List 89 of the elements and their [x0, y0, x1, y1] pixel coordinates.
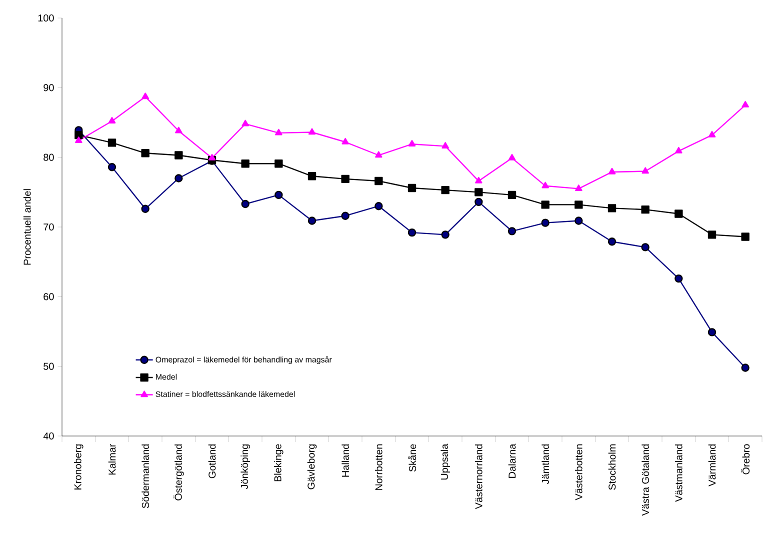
- point: [441, 186, 450, 194]
- x-tick-label: Skåne: [408, 444, 416, 472]
- point: [175, 126, 182, 134]
- y-tick-label: 70: [44, 223, 54, 231]
- x-tick-label: Jönköping: [240, 444, 250, 490]
- x-tick-label: Gävleborg: [307, 444, 317, 490]
- point: [741, 364, 750, 372]
- point: [174, 174, 183, 182]
- y-tick-label: 100: [38, 14, 54, 22]
- point: [708, 230, 716, 239]
- point: [174, 151, 183, 160]
- x-tick-label: Kalmar: [108, 444, 116, 475]
- point: [341, 174, 350, 184]
- point: [308, 216, 316, 225]
- x-tick-label: Västmanland: [675, 444, 682, 502]
- x-tick-label: Jämtland: [542, 444, 549, 484]
- x-tick-label: Östergötland: [173, 444, 184, 500]
- point: [275, 128, 282, 136]
- point: [542, 182, 549, 188]
- point: [408, 140, 416, 146]
- point: [574, 200, 583, 209]
- point: [475, 176, 482, 184]
- point: [608, 238, 616, 246]
- point: [441, 230, 450, 239]
- point: [641, 243, 650, 252]
- point: [374, 202, 383, 210]
- x-tick-label: Södermanland: [142, 444, 149, 508]
- point: [141, 149, 150, 158]
- y-tick-label: 90: [44, 84, 54, 92]
- point: [341, 212, 350, 220]
- point: [608, 204, 616, 212]
- point: [708, 130, 716, 138]
- point: [541, 218, 550, 227]
- point: [374, 176, 383, 186]
- point: [241, 160, 250, 168]
- point: [108, 162, 116, 172]
- point: [75, 136, 82, 143]
- x-tick-label: Stockholm: [608, 444, 616, 490]
- y-tick-label: 60: [44, 293, 54, 300]
- point: [208, 154, 216, 160]
- point: [274, 190, 283, 200]
- point: [342, 138, 349, 144]
- x-tick-label: Gotland: [208, 444, 216, 478]
- point: [508, 190, 516, 200]
- x-tick-label: Dalarna: [508, 444, 516, 478]
- point: [408, 228, 416, 237]
- point: [242, 120, 249, 126]
- y-tick-label: 50: [44, 362, 54, 370]
- point: [142, 92, 149, 100]
- point: [574, 216, 583, 225]
- x-tick-label: Västerbotten: [575, 444, 582, 500]
- point: [675, 146, 682, 154]
- point: [442, 142, 449, 149]
- x-tick-label: Västra Götaland: [642, 444, 649, 516]
- x-tick-label: Blekinge: [274, 444, 284, 482]
- point: [541, 200, 550, 209]
- y-tick-label: 40: [43, 432, 54, 440]
- x-tick-label: Västernorrland: [475, 444, 482, 510]
- y-tick-label: 80: [44, 154, 54, 161]
- point: [575, 184, 582, 192]
- point: [74, 130, 83, 140]
- x-tick-label: Norrbotten: [375, 444, 382, 490]
- point: [674, 210, 683, 218]
- point: [108, 138, 116, 147]
- point: [375, 151, 382, 158]
- point: [608, 168, 616, 174]
- x-tick-label: Halland: [342, 444, 349, 477]
- point: [642, 167, 649, 174]
- point: [674, 274, 683, 283]
- point: [408, 184, 416, 192]
- x-tick-label: Kronoberg: [74, 444, 84, 490]
- point: [141, 204, 150, 213]
- x-tick-label: Värmland: [708, 444, 716, 486]
- point: [741, 232, 750, 241]
- point: [508, 227, 516, 236]
- point: [308, 172, 316, 180]
- point: [308, 128, 316, 135]
- point: [641, 205, 650, 214]
- y-axis-title: Procentuell andel: [23, 189, 31, 265]
- x-tick-label: Uppsala: [440, 444, 450, 480]
- point: [474, 198, 483, 206]
- x-tick-label: Örebro: [741, 444, 750, 474]
- point: [708, 328, 716, 336]
- point: [108, 117, 116, 124]
- point: [742, 100, 749, 108]
- point: [241, 200, 250, 208]
- point: [274, 160, 283, 168]
- point: [474, 188, 483, 196]
- point: [508, 154, 516, 160]
